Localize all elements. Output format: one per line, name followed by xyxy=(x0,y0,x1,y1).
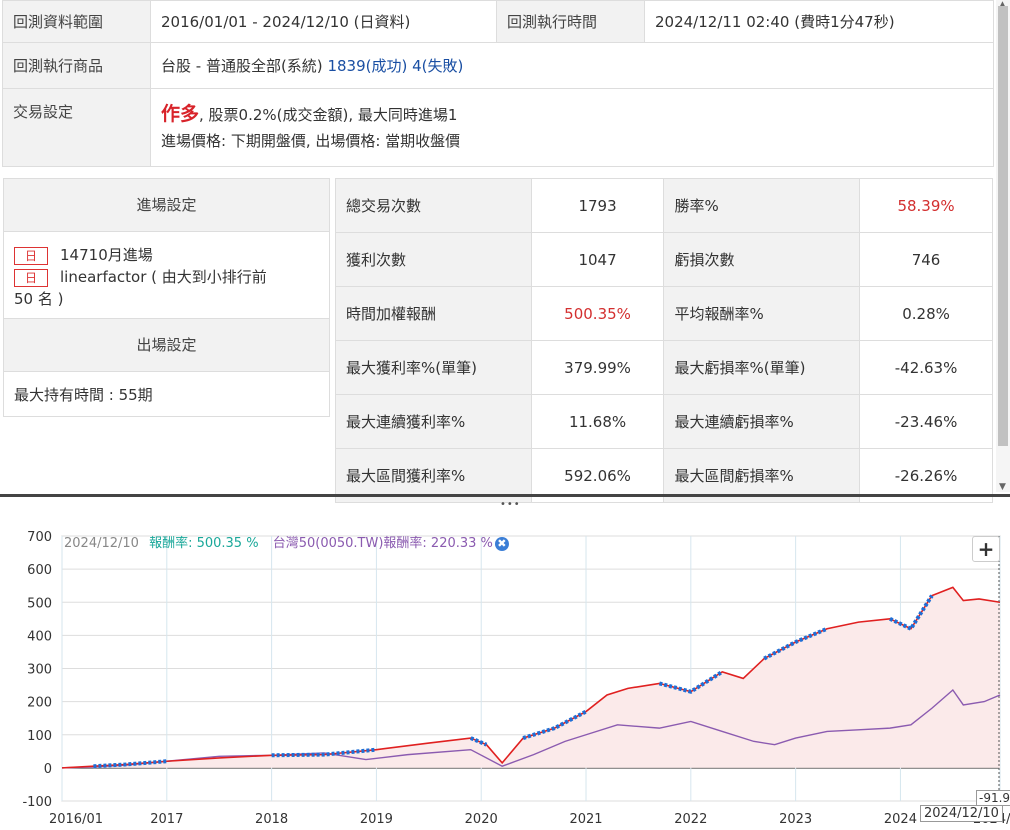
trade-line1: , 股票0.2%(成交金額), 最大同時進場1 xyxy=(199,106,458,124)
holding-marker xyxy=(658,670,724,694)
stat-label: 獲利次數 xyxy=(335,232,532,287)
exit-settings-header: 出場設定 xyxy=(4,319,329,372)
y-tick-label: 100 xyxy=(27,729,52,744)
backtest-info-table: 回測資料範圍 2016/01/01 - 2024/12/10 (日資料) 回測執… xyxy=(2,0,994,167)
x-tick-label: 2019 xyxy=(360,812,393,827)
x-tick-label: 2020 xyxy=(465,812,498,827)
exit-rule: 最大持有時間 : 55期 xyxy=(14,386,153,404)
day-tag: 日 xyxy=(14,268,49,287)
stats-row: 最大區間獲利率% 592.06% 最大區間虧損率% -26.26% xyxy=(335,448,993,503)
y-tick-label: 500 xyxy=(27,596,52,611)
exec-time-value: 2024/12/11 02:40 (費時1分47秒) xyxy=(644,0,994,43)
stat-label: 時間加權報酬 xyxy=(335,286,532,341)
stat-label: 最大區間獲利率% xyxy=(335,448,532,503)
x-tick-label: 2017 xyxy=(150,812,183,827)
stat-label: 最大獲利率%(單筆) xyxy=(335,340,532,395)
holding-marker xyxy=(93,759,167,769)
scroll-up-icon[interactable]: ▲ xyxy=(999,0,1006,10)
stat-value: 592.06% xyxy=(530,448,665,503)
exec-time-label: 回測執行時間 xyxy=(496,0,645,43)
entry-rule-2: linearfactor ( 由大到小排行前 xyxy=(60,268,267,286)
legend-strategy-return: 報酬率: 500.35 % xyxy=(149,536,259,551)
x-tick-label: 2018 xyxy=(255,812,288,827)
stat-label: 最大連續獲利率% xyxy=(335,394,532,449)
y-tick-label: 200 xyxy=(27,696,52,711)
trade-direction: 作多 xyxy=(161,103,200,125)
x-tick-label: 2021 xyxy=(569,812,602,827)
settings-panel: 進場設定 日 14710月進場 日 linearfactor ( 由大到小排行前 5… xyxy=(3,178,330,417)
product-name: 台股 - 普通股全部(系統) xyxy=(161,57,323,75)
holding-marker xyxy=(469,736,488,747)
x-tick-label: 2024 xyxy=(884,812,917,827)
product-success-link[interactable]: 1839(成功) xyxy=(327,57,408,75)
y-tick-label: -100 xyxy=(22,795,52,810)
last-value-label: -91.9 xyxy=(976,790,1010,806)
holding-marker xyxy=(271,747,377,758)
holding-marker xyxy=(763,626,828,661)
stats-table: 總交易次數 1793 勝率% 58.39% 獲利次數 1047 虧損次數 746 時間加權報酬 5… xyxy=(335,178,993,503)
entry-settings-header: 進場設定 xyxy=(4,179,329,232)
stat-value: 1047 xyxy=(530,232,665,287)
stat-label: 最大虧損率%(單筆) xyxy=(663,340,861,395)
chart-legend: 2024/12/10 報酬率: 500.35 % 台灣50(0050.TW)報酬… xyxy=(64,532,509,551)
product-label: 回測執行商品 xyxy=(2,42,151,89)
product-value: 台股 - 普通股全部(系統) 1839(成功) 4(失敗) xyxy=(150,42,994,89)
range-value: 2016/01/01 - 2024/12/10 (日資料) xyxy=(150,0,497,43)
y-tick-label: 400 xyxy=(27,629,52,644)
stat-label: 平均報酬率% xyxy=(663,286,861,341)
y-tick-label: 600 xyxy=(27,563,52,578)
stat-value: -26.26% xyxy=(859,448,993,503)
equity-chart: 700 600 500 400 300 200 100 0 -100 2016/01 2017 201… xyxy=(22,530,1010,827)
x-tick-label: 2016/01 xyxy=(49,812,103,827)
trade-line2: 進場價格: 下期開盤價, 出場價格: 當期收盤價 xyxy=(161,132,461,150)
entry-rule-1: 14710月進場 xyxy=(60,246,153,264)
stat-value: 1793 xyxy=(530,178,665,233)
scroll-down-icon[interactable]: ▼ xyxy=(999,482,1006,492)
stats-row: 獲利次數 1047 虧損次數 746 xyxy=(335,232,993,287)
stat-value: 379.99% xyxy=(530,340,665,395)
y-tick-label: 700 xyxy=(27,530,52,545)
stats-row: 總交易次數 1793 勝率% 58.39% xyxy=(335,178,993,233)
entry-rule-2b: 50 名 ) xyxy=(14,290,64,308)
y-tick-label: 300 xyxy=(27,663,52,678)
stat-value: -23.46% xyxy=(859,394,993,449)
stats-row: 最大獲利率%(單筆) 379.99% 最大虧損率%(單筆) -42.63% xyxy=(335,340,993,395)
strategy-line xyxy=(61,586,1001,769)
holding-marker xyxy=(889,594,934,632)
range-label: 回測資料範圍 xyxy=(2,0,151,43)
stat-value: 746 xyxy=(859,232,993,287)
stat-label: 虧損次數 xyxy=(663,232,861,287)
stat-label: 最大區間虧損率% xyxy=(663,448,861,503)
strategy-area xyxy=(62,587,1000,768)
splitter-grip-icon[interactable]: ••• xyxy=(500,499,521,510)
stat-value: 58.39% xyxy=(859,178,993,233)
x-tick-label: 2023 xyxy=(779,812,812,827)
x-tick-label: 2022 xyxy=(674,812,707,827)
stat-label: 最大連續虧損率% xyxy=(663,394,861,449)
cursor-date-label: 2024/12/10 xyxy=(920,805,1003,822)
stat-value: -42.63% xyxy=(859,340,993,395)
stats-row: 最大連續獲利率% 11.68% 最大連續虧損率% -23.46% xyxy=(335,394,993,449)
holding-marker xyxy=(522,709,587,740)
scrollbar-thumb[interactable] xyxy=(998,6,1008,446)
stat-value: 0.28% xyxy=(859,286,993,341)
stat-label: 勝率% xyxy=(663,178,861,233)
day-tag: 日 xyxy=(14,246,49,265)
vertical-scrollbar[interactable]: ▲ ▼ xyxy=(996,0,1010,492)
y-tick-label: 0 xyxy=(44,762,52,777)
remove-benchmark-icon[interactable]: ✖ xyxy=(494,537,509,551)
legend-benchmark-return: 台灣50(0050.TW)報酬率: 220.33 % xyxy=(272,536,493,551)
stat-label: 總交易次數 xyxy=(335,178,532,233)
entry-settings-body: 日 14710月進場 日 linearfactor ( 由大到小排行前 50 名 ) xyxy=(4,232,329,319)
add-series-button[interactable]: + xyxy=(972,536,1000,562)
stats-row: 時間加權報酬 500.35% 平均報酬率% 0.28% xyxy=(335,286,993,341)
product-fail-link[interactable]: 4(失敗) xyxy=(412,57,464,75)
panel-splitter[interactable] xyxy=(0,494,1010,497)
trade-value: 作多, 股票0.2%(成交金額), 最大同時進場1 進場價格: 下期開盤價, 出… xyxy=(150,88,994,167)
stat-value: 11.68% xyxy=(530,394,665,449)
trade-label: 交易設定 xyxy=(2,88,151,167)
stat-value: 500.35% xyxy=(530,286,665,341)
legend-date: 2024/12/10 xyxy=(64,536,139,551)
